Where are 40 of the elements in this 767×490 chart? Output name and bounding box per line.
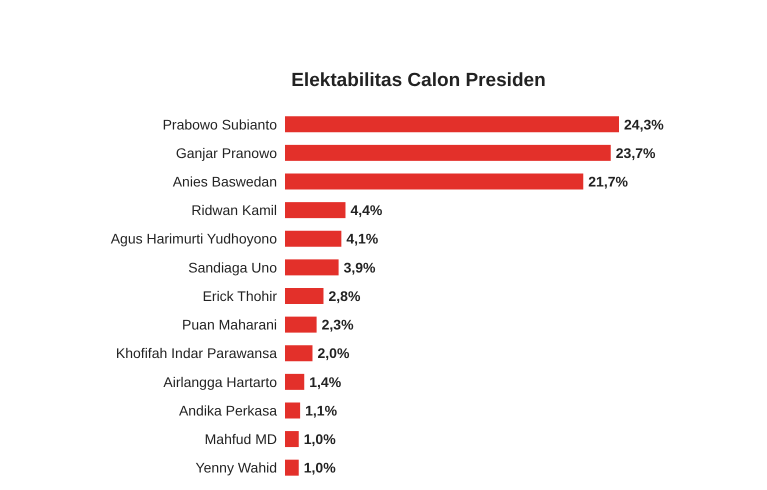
bar bbox=[285, 374, 304, 390]
bar bbox=[285, 202, 346, 218]
y-tick-label: Ganjar Pranowo bbox=[176, 144, 278, 161]
bar bbox=[285, 345, 312, 362]
chart-title: Elektabilitas Calon Presiden bbox=[290, 70, 547, 93]
data-label: 21,7% bbox=[588, 173, 629, 190]
data-label: 4,1% bbox=[346, 230, 379, 247]
data-label: 1,1% bbox=[305, 402, 338, 418]
data-label: 23,7% bbox=[616, 144, 656, 161]
bar bbox=[285, 288, 324, 304]
bar bbox=[285, 431, 299, 448]
bar bbox=[285, 144, 611, 161]
y-tick-label: Mahfud MD bbox=[204, 431, 277, 448]
bar bbox=[285, 402, 300, 418]
data-label: 1,0% bbox=[304, 431, 336, 448]
bar bbox=[285, 230, 342, 247]
y-tick-label: Puan Maharani bbox=[182, 316, 277, 333]
data-label: 1,4% bbox=[309, 374, 342, 390]
bar bbox=[285, 116, 619, 132]
y-tick-label: Prabowo Subianto bbox=[162, 116, 278, 132]
y-tick-label: Airlangga Hartarto bbox=[163, 374, 278, 390]
data-label: 24,3% bbox=[624, 116, 664, 132]
data-label: 1,0% bbox=[304, 460, 336, 476]
y-tick-label: Andika Perkasa bbox=[178, 402, 278, 418]
y-tick-label: Yenny Wahid bbox=[196, 460, 277, 476]
data-label: 2,0% bbox=[317, 345, 350, 362]
y-tick-label: Khofifah Indar Parawansa bbox=[116, 345, 278, 362]
y-tick-label: Sandiaga Uno bbox=[188, 259, 278, 276]
y-tick-label: Anies Baswedan bbox=[172, 174, 277, 190]
bar bbox=[285, 259, 339, 276]
y-tick-label: Ridwan Kamil bbox=[191, 202, 277, 218]
data-label: 3,9% bbox=[344, 259, 376, 276]
y-tick-label: Agus Harimurti Yudhoyono bbox=[110, 230, 278, 247]
bar bbox=[285, 316, 317, 333]
bar bbox=[285, 460, 299, 476]
bar bbox=[285, 174, 584, 190]
y-tick-label: Erick Thohir bbox=[202, 288, 278, 304]
data-label: 4,4% bbox=[350, 202, 383, 218]
data-label: 2,3% bbox=[322, 316, 354, 333]
data-label: 2,8% bbox=[328, 288, 361, 304]
